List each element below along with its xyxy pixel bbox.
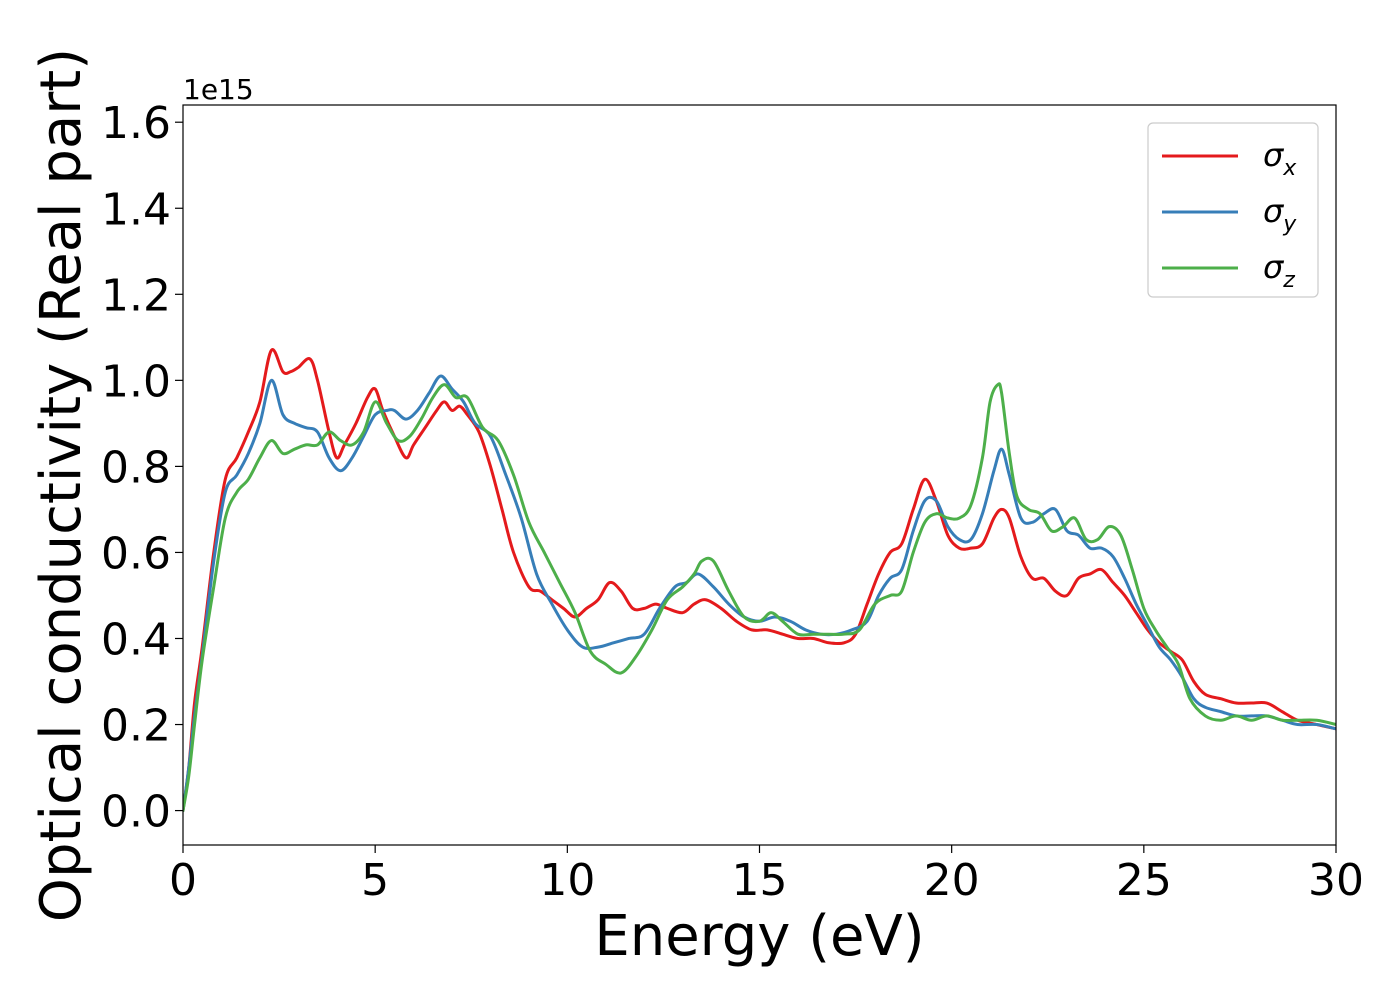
legend-label-y: σy (1263, 192, 1297, 237)
y-tick-label: 1.6 (101, 98, 171, 149)
x-tick-label: 30 (1308, 855, 1364, 906)
y-tick-label: 1.4 (101, 184, 171, 235)
y-tick-label: 0.8 (101, 442, 171, 493)
x-axis-title: Energy (eV) (594, 904, 924, 969)
legend: σx σy σz (1147, 122, 1319, 298)
series-lines (183, 348, 1336, 813)
y-tick-label: 1.2 (101, 270, 171, 321)
y-tick-label: 1.0 (101, 356, 171, 407)
legend-label-x: σx (1263, 136, 1297, 181)
series-line-z (183, 382, 1336, 813)
x-tick-label: 10 (539, 855, 595, 906)
y-tick-label: 0.0 (101, 787, 171, 838)
y-tick-label: 0.2 (101, 701, 171, 752)
legend-label-z: σz (1263, 248, 1295, 293)
y-axis-offset-label: 1e15 (183, 73, 254, 106)
x-tick-label: 20 (924, 855, 980, 906)
x-tick-label: 5 (361, 855, 389, 906)
y-tick-label: 0.4 (101, 614, 171, 665)
x-axis-ticks: 0 5 10 15 20 25 30 (169, 845, 1364, 906)
legend-box (1147, 122, 1319, 298)
series-line-x (183, 348, 1336, 813)
y-axis-title: Optical conductivity (Real part) (29, 48, 94, 922)
y-axis-ticks: 0.0 0.2 0.4 0.6 0.8 1.0 1.2 1.4 1.6 (101, 98, 183, 838)
y-tick-label: 0.6 (101, 528, 171, 579)
x-tick-label: 15 (732, 855, 788, 906)
x-tick-label: 0 (169, 855, 197, 906)
x-tick-label: 25 (1116, 855, 1172, 906)
